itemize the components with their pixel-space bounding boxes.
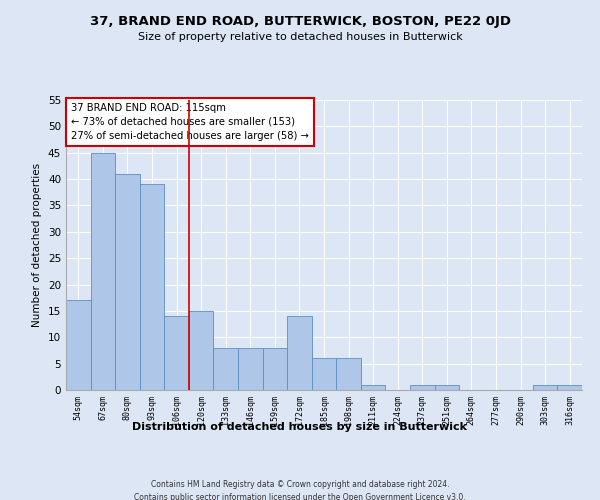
Text: 37, BRAND END ROAD, BUTTERWICK, BOSTON, PE22 0JD: 37, BRAND END ROAD, BUTTERWICK, BOSTON, … — [89, 15, 511, 28]
Bar — [115, 174, 140, 390]
Bar — [140, 184, 164, 390]
Bar — [238, 348, 263, 390]
Bar — [214, 348, 238, 390]
Text: 37 BRAND END ROAD: 115sqm
← 73% of detached houses are smaller (153)
27% of semi: 37 BRAND END ROAD: 115sqm ← 73% of detac… — [71, 103, 309, 141]
Y-axis label: Number of detached properties: Number of detached properties — [32, 163, 43, 327]
Bar — [312, 358, 336, 390]
Bar — [189, 311, 214, 390]
Bar — [361, 384, 385, 390]
Bar — [91, 152, 115, 390]
Bar — [410, 384, 434, 390]
Bar — [287, 316, 312, 390]
Bar — [164, 316, 189, 390]
Text: Distribution of detached houses by size in Butterwick: Distribution of detached houses by size … — [133, 422, 467, 432]
Bar — [533, 384, 557, 390]
Bar — [66, 300, 91, 390]
Text: Contains HM Land Registry data © Crown copyright and database right 2024.
Contai: Contains HM Land Registry data © Crown c… — [134, 480, 466, 500]
Bar — [557, 384, 582, 390]
Text: Size of property relative to detached houses in Butterwick: Size of property relative to detached ho… — [137, 32, 463, 42]
Bar — [336, 358, 361, 390]
Bar — [434, 384, 459, 390]
Bar — [263, 348, 287, 390]
